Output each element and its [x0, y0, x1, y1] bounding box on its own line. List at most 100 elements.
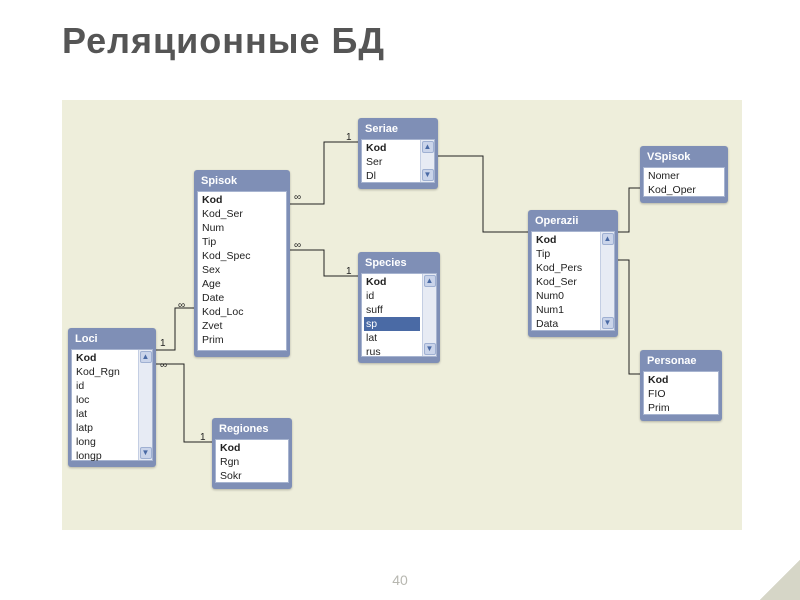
- field-item[interactable]: Num0: [534, 289, 598, 303]
- cardinality-label: 1: [160, 338, 166, 349]
- table-body: Kodidsuffsplatrus▲▼: [361, 273, 437, 357]
- field-list: NomerKod_Oper: [644, 168, 724, 196]
- scroll-up-icon[interactable]: ▲: [602, 233, 614, 245]
- field-item[interactable]: sp: [364, 317, 420, 331]
- field-item[interactable]: Kod: [218, 441, 286, 455]
- field-item[interactable]: Kod_Rgn: [74, 365, 136, 379]
- page-number: 40: [392, 572, 408, 588]
- field-item[interactable]: suff: [364, 303, 420, 317]
- cardinality-label: ∞: [178, 300, 185, 311]
- field-item[interactable]: Age: [200, 277, 284, 291]
- field-item[interactable]: longp: [74, 449, 136, 463]
- cardinality-label: ∞: [294, 192, 301, 203]
- table-title[interactable]: Personae: [643, 353, 719, 371]
- table-title[interactable]: Seriae: [361, 121, 435, 139]
- table-spisok[interactable]: SpisokKodKod_SerNumTipKod_SpecSexAgeDate…: [194, 170, 290, 357]
- field-list: KodFIOPrim: [644, 372, 718, 414]
- scroll-up-icon[interactable]: ▲: [424, 275, 436, 287]
- field-list: KodKod_SerNumTipKod_SpecSexAgeDateKod_Lo…: [198, 192, 286, 350]
- table-title[interactable]: Regiones: [215, 421, 289, 439]
- field-item[interactable]: FIO: [646, 387, 716, 401]
- field-list: Kodidsuffsplatrus: [362, 274, 422, 356]
- table-title[interactable]: VSpisok: [643, 149, 725, 167]
- relation-line: [618, 188, 640, 232]
- relation-line: [618, 260, 640, 374]
- table-loci[interactable]: LociKodKod_Rgnidloclatlatplonglongp▲▼: [68, 328, 156, 467]
- diagram-canvas: LociKodKod_Rgnidloclatlatplonglongp▲▼Spi…: [62, 100, 742, 530]
- field-item[interactable]: lat: [364, 331, 420, 345]
- table-body: NomerKod_Oper: [643, 167, 725, 197]
- table-title[interactable]: Loci: [71, 331, 153, 349]
- field-item[interactable]: Prim: [200, 333, 284, 347]
- field-item[interactable]: Kod: [646, 373, 716, 387]
- field-item[interactable]: Tip: [200, 235, 284, 249]
- field-item[interactable]: Sex: [200, 263, 284, 277]
- scrollbar[interactable]: ▲▼: [422, 274, 436, 356]
- table-personae[interactable]: PersonaeKodFIOPrim: [640, 350, 722, 421]
- table-species[interactable]: SpeciesKodidsuffsplatrus▲▼: [358, 252, 440, 363]
- field-item[interactable]: id: [364, 289, 420, 303]
- page-title: Реляционные БД: [62, 20, 385, 62]
- cardinality-label: ∞: [160, 360, 167, 371]
- scroll-up-icon[interactable]: ▲: [422, 141, 434, 153]
- field-item[interactable]: Kod: [200, 193, 284, 207]
- field-item[interactable]: Num1: [534, 303, 598, 317]
- relation-line: [156, 364, 212, 442]
- scroll-down-icon[interactable]: ▼: [140, 447, 152, 459]
- field-item[interactable]: Kod_Loc: [200, 305, 284, 319]
- table-title[interactable]: Species: [361, 255, 437, 273]
- field-item[interactable]: Kod: [364, 141, 418, 155]
- field-item[interactable]: latp: [74, 421, 136, 435]
- table-body: KodTipKod_PersKod_SerNum0Num1Data▲▼: [531, 231, 615, 331]
- table-body: KodFIOPrim: [643, 371, 719, 415]
- scrollbar[interactable]: ▲▼: [600, 232, 614, 330]
- field-list: KodRgnSokr: [216, 440, 288, 482]
- scroll-down-icon[interactable]: ▼: [424, 343, 436, 355]
- scroll-up-icon[interactable]: ▲: [140, 351, 152, 363]
- field-item[interactable]: rus: [364, 345, 420, 359]
- table-title[interactable]: Operazii: [531, 213, 615, 231]
- field-item[interactable]: lat: [74, 407, 136, 421]
- field-item[interactable]: Kod_Spec: [200, 249, 284, 263]
- scroll-down-icon[interactable]: ▼: [602, 317, 614, 329]
- field-item[interactable]: Ser: [364, 155, 418, 169]
- field-item[interactable]: Num: [200, 221, 284, 235]
- field-item[interactable]: id: [74, 379, 136, 393]
- table-vspisok[interactable]: VSpisokNomerKod_Oper: [640, 146, 728, 203]
- field-item[interactable]: loc: [74, 393, 136, 407]
- field-item[interactable]: Kod_Oper: [646, 183, 722, 197]
- field-item[interactable]: Kod_Pers: [534, 261, 598, 275]
- field-item[interactable]: Data: [534, 317, 598, 331]
- cardinality-label: 1: [346, 132, 352, 143]
- table-operazii[interactable]: OperaziiKodTipKod_PersKod_SerNum0Num1Dat…: [528, 210, 618, 337]
- field-list: KodKod_Rgnidloclatlatplonglongp: [72, 350, 138, 460]
- scrollbar[interactable]: ▲▼: [420, 140, 434, 182]
- scroll-down-icon[interactable]: ▼: [422, 169, 434, 181]
- field-item[interactable]: Kod_Ser: [534, 275, 598, 289]
- cardinality-label: 1: [346, 266, 352, 277]
- table-seriae[interactable]: SeriaeKodSerDl▲▼: [358, 118, 438, 189]
- field-item[interactable]: Kod: [364, 275, 420, 289]
- cardinality-label: 1: [200, 432, 206, 443]
- field-item[interactable]: long: [74, 435, 136, 449]
- table-title[interactable]: Spisok: [197, 173, 287, 191]
- field-item[interactable]: Dl: [364, 169, 418, 183]
- cardinality-label: ∞: [294, 240, 301, 251]
- field-list: KodTipKod_PersKod_SerNum0Num1Data: [532, 232, 600, 330]
- field-item[interactable]: Kod: [534, 233, 598, 247]
- table-body: KodSerDl▲▼: [361, 139, 435, 183]
- field-item[interactable]: Rgn: [218, 455, 286, 469]
- page-corner-fold: [760, 560, 800, 600]
- table-regiones[interactable]: RegionesKodRgnSokr: [212, 418, 292, 489]
- field-item[interactable]: Kod_Ser: [200, 207, 284, 221]
- scrollbar[interactable]: ▲▼: [138, 350, 152, 460]
- field-list: KodSerDl: [362, 140, 420, 182]
- field-item[interactable]: Kod: [74, 351, 136, 365]
- field-item[interactable]: Nomer: [646, 169, 722, 183]
- field-item[interactable]: Sokr: [218, 469, 286, 483]
- relation-line: [438, 156, 528, 232]
- field-item[interactable]: Tip: [534, 247, 598, 261]
- field-item[interactable]: Date: [200, 291, 284, 305]
- field-item[interactable]: Prim: [646, 401, 716, 415]
- field-item[interactable]: Zvet: [200, 319, 284, 333]
